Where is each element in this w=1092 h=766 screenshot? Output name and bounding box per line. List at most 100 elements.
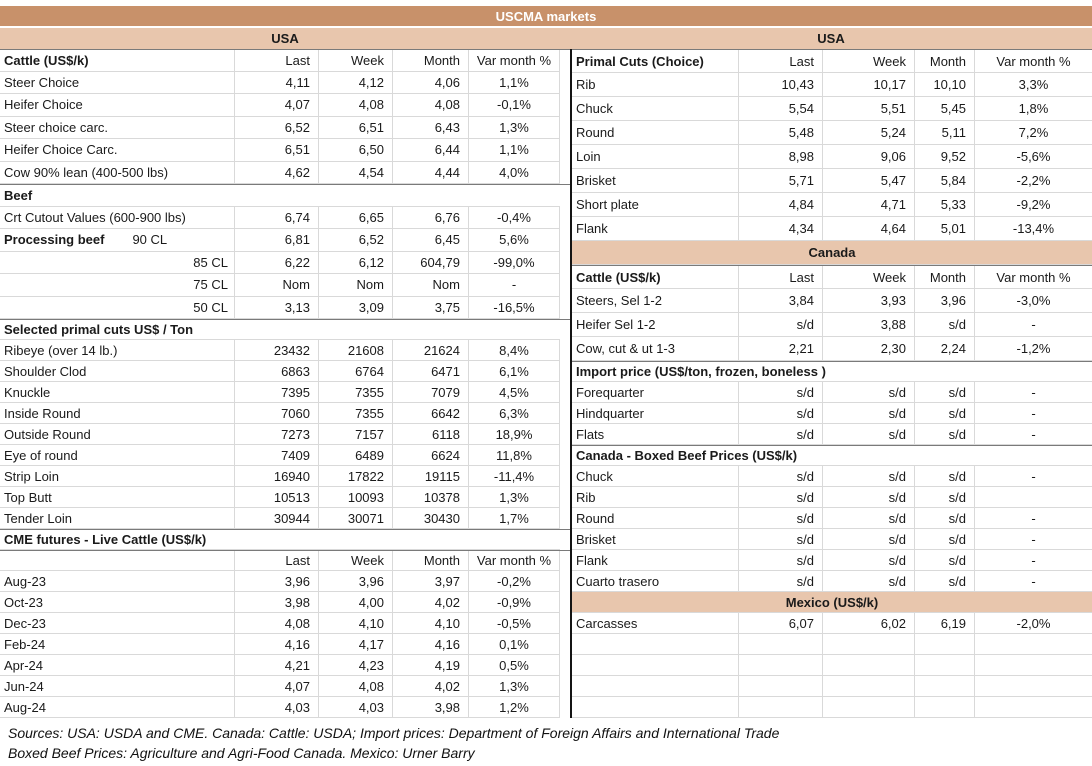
row-label-text: Forequarter — [576, 384, 644, 400]
table-row: Chuck 5,54 5,51 5,45 1,8% — [572, 97, 1092, 121]
table-row: Strip Loin 16940 17822 19115 -11,4% — [0, 466, 570, 487]
row-label-text: Carcasses — [576, 615, 638, 631]
empty-cell — [914, 634, 974, 655]
cell-month: Month — [914, 50, 974, 73]
table-row: Rib s/d s/d s/d — [572, 487, 1092, 508]
row-label-text: Chuck — [576, 101, 613, 116]
row-label-text: Processing beef — [4, 232, 105, 248]
row-label: Chuck — [572, 97, 738, 121]
cell-week: 10,17 — [822, 73, 914, 97]
cell-last: Last — [234, 50, 318, 72]
cell-week: s/d — [822, 529, 914, 550]
cell-week: 5,47 — [822, 169, 914, 193]
table-row: Dec-23 4,08 4,10 4,10 -0,5% — [0, 613, 570, 634]
empty-cell — [738, 676, 822, 697]
row-label: Flank — [572, 550, 738, 571]
cell-var-month: 0,1% — [468, 634, 560, 655]
right-table: Primal Cuts (Choice) Last Week Month Var mon… — [570, 49, 1092, 718]
table-row: Apr-24 4,21 4,23 4,19 0,5% — [0, 655, 570, 676]
row-label-text: Brisket — [576, 173, 616, 188]
row-label: Dec-23 — [0, 613, 234, 634]
cell-last: s/d — [738, 487, 822, 508]
empty-cell — [822, 676, 914, 697]
cell-week: 30071 — [318, 508, 392, 529]
tables-container: Cattle (US$/k) Last Week Month Var month % St… — [0, 49, 1092, 718]
page-title: USCMA markets — [495, 8, 597, 24]
cell-last: 3,96 — [234, 571, 318, 592]
cell-var-month: Var month % — [974, 266, 1092, 289]
cell-week: s/d — [822, 487, 914, 508]
cell-month: s/d — [914, 571, 974, 592]
table-row: Steer Choice 4,11 4,12 4,06 1,1% — [0, 71, 570, 94]
cell-last: 7395 — [234, 382, 318, 403]
cell-var-month: 1,7% — [468, 508, 560, 529]
row-label-text: Heifer Choice — [4, 97, 83, 113]
table-row: Forequarter s/d s/d s/d - — [572, 382, 1092, 403]
cell-var-month: - — [468, 274, 560, 297]
row-label-text: Oct-23 — [4, 594, 44, 610]
cell-last: 4,16 — [234, 634, 318, 655]
cell-week: 4,12 — [318, 71, 392, 94]
cell-month: Month — [392, 50, 468, 72]
table-row: Heifer Choice 4,07 4,08 4,08 -0,1% — [0, 94, 570, 117]
row-label-text: Crt Cutout Values (600-900 lbs) — [4, 209, 186, 225]
row-label: Primal Cuts (Choice) — [572, 50, 738, 73]
row-label-text: Round — [576, 510, 615, 526]
table-row: Brisket 5,71 5,47 5,84 -2,2% — [572, 169, 1092, 193]
cell-last: 5,54 — [738, 97, 822, 121]
table-row: Mexico (US$/k) — [572, 592, 1092, 613]
cell-last: 7409 — [234, 445, 318, 466]
row-label: Eye of round — [0, 445, 234, 466]
row-label: Cuarto trasero — [572, 571, 738, 592]
row-label: Strip Loin — [0, 466, 234, 487]
row-label-text: Steer Choice — [4, 74, 80, 90]
row-label: Brisket — [572, 529, 738, 550]
table-row: Feb-24 4,16 4,17 4,16 0,1% — [0, 634, 570, 655]
cell-week: 4,17 — [318, 634, 392, 655]
empty-cell — [738, 697, 822, 718]
table-row: Selected primal cuts US$ / Ton — [0, 319, 570, 340]
row-sublabel: 90 CL — [132, 232, 168, 248]
cell-var-month: -9,2% — [974, 193, 1092, 217]
table-row: Eye of round 7409 6489 6624 11,8% — [0, 445, 570, 466]
row-label: Cow 90% lean (400-500 lbs) — [0, 162, 234, 184]
row-label: Jun-24 — [0, 676, 234, 697]
row-label-text: Rib — [576, 77, 596, 92]
table-row: Aug-24 4,03 4,03 3,98 1,2% — [0, 697, 570, 718]
cell-week: Week — [822, 50, 914, 73]
cell-week: s/d — [822, 424, 914, 445]
cell-last: 4,08 — [234, 613, 318, 634]
cell-week: 4,08 — [318, 94, 392, 117]
table-row: Crt Cutout Values (600-900 lbs) 6,74 6,65 6… — [0, 206, 570, 229]
row-label: Cattle (US$/k) — [572, 266, 738, 289]
row-label: Chuck — [572, 466, 738, 487]
cell-month: 4,02 — [392, 676, 468, 697]
cell-week: s/d — [822, 571, 914, 592]
table-row: Round 5,48 5,24 5,11 7,2% — [572, 121, 1092, 145]
table-row: Flank s/d s/d s/d - — [572, 550, 1092, 571]
cell-last: 7060 — [234, 403, 318, 424]
cell-last: 2,21 — [738, 337, 822, 361]
cell-week: s/d — [822, 382, 914, 403]
table-row: 75 CL Nom Nom Nom - — [0, 274, 570, 297]
cell-week: 9,06 — [822, 145, 914, 169]
cell-month: 4,10 — [392, 613, 468, 634]
cell-month: 4,44 — [392, 161, 468, 184]
cell-var-month: 18,9% — [468, 424, 560, 445]
cell-var-month: 5,6% — [468, 229, 560, 252]
table-row: Flank 4,34 4,64 5,01 -13,4% — [572, 217, 1092, 241]
cell-month: 5,84 — [914, 169, 974, 193]
table-row: Canada — [572, 241, 1092, 265]
cell-month: 3,96 — [914, 289, 974, 313]
cell-month: s/d — [914, 382, 974, 403]
cell-last: 16940 — [234, 466, 318, 487]
row-label: Heifer Choice Carc. — [0, 139, 234, 162]
table-row: Hindquarter s/d s/d s/d - — [572, 403, 1092, 424]
cell-last: s/d — [738, 424, 822, 445]
cell-week: 21608 — [318, 340, 392, 361]
cell-month: 6471 — [392, 361, 468, 382]
cell-var-month: 1,1% — [468, 71, 560, 94]
table-row: Cattle (US$/k) Last Week Month Var month % — [0, 49, 570, 72]
cell-var-month: -16,5% — [468, 296, 560, 319]
